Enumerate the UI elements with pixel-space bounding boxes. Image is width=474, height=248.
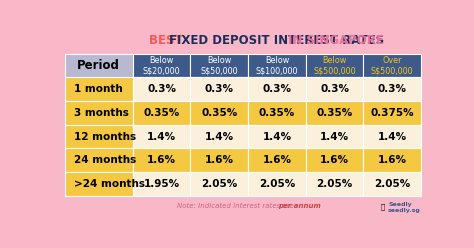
Bar: [306, 54, 364, 77]
Text: 1.4%: 1.4%: [378, 132, 407, 142]
Bar: [133, 77, 191, 101]
Bar: [306, 125, 364, 149]
Text: IN SINGAPORE: IN SINGAPORE: [288, 34, 384, 47]
Text: BEST: BEST: [149, 34, 187, 47]
Text: 1.4%: 1.4%: [262, 132, 292, 142]
Bar: [248, 149, 306, 172]
Text: 2.05%: 2.05%: [259, 179, 295, 189]
Bar: [248, 77, 306, 101]
Bar: [191, 149, 248, 172]
Bar: [65, 77, 133, 101]
Text: 0.35%: 0.35%: [201, 108, 237, 118]
Bar: [248, 101, 306, 125]
Text: Below
S$500,000: Below S$500,000: [313, 56, 356, 75]
Text: 1.6%: 1.6%: [205, 155, 234, 165]
Bar: [248, 172, 306, 196]
Bar: [248, 125, 306, 149]
Bar: [191, 54, 248, 77]
Text: 1.6%: 1.6%: [263, 155, 292, 165]
Bar: [191, 101, 248, 125]
Text: FIXED DEPOSIT INTEREST RATES: FIXED DEPOSIT INTEREST RATES: [169, 34, 389, 47]
Text: per annum: per annum: [278, 203, 320, 209]
Bar: [133, 172, 191, 196]
Text: 12 months: 12 months: [74, 132, 136, 142]
Bar: [364, 125, 421, 149]
Text: 1.4%: 1.4%: [147, 132, 176, 142]
Bar: [191, 172, 248, 196]
Text: 2.05%: 2.05%: [374, 179, 410, 189]
Text: 1.95%: 1.95%: [144, 179, 180, 189]
Bar: [364, 77, 421, 101]
Bar: [191, 125, 248, 149]
Text: Below
S$20,000: Below S$20,000: [143, 56, 181, 75]
Text: >24 months: >24 months: [74, 179, 145, 189]
Text: 0.3%: 0.3%: [147, 84, 176, 94]
Bar: [364, 172, 421, 196]
Text: 0.3%: 0.3%: [320, 84, 349, 94]
Bar: [133, 54, 191, 77]
Bar: [133, 101, 191, 125]
Text: Over
S$500,000: Over S$500,000: [371, 56, 414, 75]
Bar: [65, 125, 133, 149]
Bar: [133, 149, 191, 172]
Bar: [191, 77, 248, 101]
Bar: [306, 149, 364, 172]
Text: 2.05%: 2.05%: [317, 179, 353, 189]
Bar: [364, 149, 421, 172]
Bar: [65, 54, 133, 77]
Text: Below
S$100,000: Below S$100,000: [255, 56, 298, 75]
Bar: [306, 172, 364, 196]
Text: 0.35%: 0.35%: [144, 108, 180, 118]
Text: Note: Indicated interest rates are: Note: Indicated interest rates are: [177, 203, 296, 209]
Text: 24 months: 24 months: [74, 155, 136, 165]
Text: 1.4%: 1.4%: [320, 132, 349, 142]
Text: 1.6%: 1.6%: [147, 155, 176, 165]
Text: 0.3%: 0.3%: [205, 84, 234, 94]
Bar: [65, 172, 133, 196]
Bar: [65, 101, 133, 125]
Text: 1.4%: 1.4%: [205, 132, 234, 142]
Bar: [248, 54, 306, 77]
Bar: [133, 125, 191, 149]
Bar: [364, 101, 421, 125]
Text: 3 months: 3 months: [74, 108, 129, 118]
Text: 0.35%: 0.35%: [317, 108, 353, 118]
Bar: [65, 149, 133, 172]
Text: 0.3%: 0.3%: [263, 84, 292, 94]
Bar: [306, 77, 364, 101]
Text: 1 month: 1 month: [74, 84, 123, 94]
Text: 1.6%: 1.6%: [378, 155, 407, 165]
Text: 1.6%: 1.6%: [320, 155, 349, 165]
Text: Seedly
seedly.sg: Seedly seedly.sg: [388, 202, 421, 213]
Text: 0.35%: 0.35%: [259, 108, 295, 118]
Text: 0.375%: 0.375%: [371, 108, 414, 118]
Text: 💧: 💧: [381, 203, 385, 210]
Text: Below
S$50,000: Below S$50,000: [201, 56, 238, 75]
Text: 2.05%: 2.05%: [201, 179, 237, 189]
Bar: [306, 101, 364, 125]
Text: Period: Period: [77, 59, 120, 72]
Text: 0.3%: 0.3%: [378, 84, 407, 94]
Bar: [364, 54, 421, 77]
